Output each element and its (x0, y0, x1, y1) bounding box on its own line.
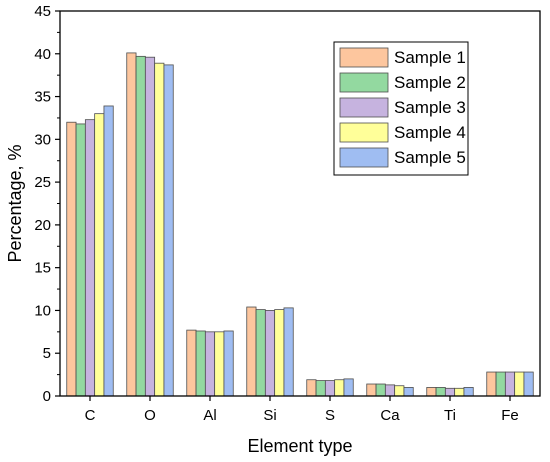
x-tick-label: C (85, 407, 96, 424)
bar-ca-1 (366, 383, 377, 397)
y-tick-label: 10 (34, 302, 51, 319)
y-tick-label: 35 (34, 89, 51, 106)
bars-group (66, 52, 534, 397)
bar-si-4 (274, 309, 285, 397)
bar-si-3 (264, 310, 276, 397)
legend-swatch-1 (339, 47, 389, 68)
bar-o-5 (163, 64, 174, 397)
x-tick-label: S (325, 407, 335, 424)
y-tick-label: 15 (34, 260, 51, 277)
bar-c-5 (103, 105, 114, 397)
bar-si-1 (246, 306, 257, 397)
bar-ti-4 (454, 387, 465, 397)
y-tick-label: 40 (34, 46, 51, 63)
x-tick-label: Si (263, 407, 276, 424)
bar-al-3 (204, 331, 216, 397)
legend-swatch-5 (339, 147, 389, 168)
x-tick-label: O (144, 407, 156, 424)
bar-ca-5 (403, 387, 414, 397)
legend-label-2: Sample 2 (394, 73, 466, 92)
bar-ca-2 (375, 383, 386, 397)
y-tick-label: 45 (34, 3, 51, 20)
bar-s-3 (324, 380, 336, 397)
bar-c-1 (66, 121, 77, 397)
bar-o-4 (154, 62, 165, 397)
y-axis-title: Percentage, % (5, 144, 25, 262)
bar-ti-1 (426, 387, 437, 397)
x-tick-label: Ca (380, 407, 400, 424)
bar-s-4 (334, 379, 345, 397)
y-tick-label: 25 (34, 174, 51, 191)
y-tick-label: 30 (34, 131, 51, 148)
x-tick-label: Ti (444, 407, 456, 424)
legend-label-4: Sample 4 (394, 123, 466, 142)
legend: Sample 1 Sample 2 Sample 3 Sample 4 Sample 5 (333, 41, 469, 176)
bar-c-2 (75, 123, 86, 397)
bar-fe-2 (495, 371, 506, 397)
legend-swatch-2 (339, 72, 389, 93)
bar-o-1 (126, 52, 137, 397)
legend-swatch-4 (339, 122, 389, 143)
y-tick-label: 5 (43, 345, 51, 362)
bar-fe-3 (504, 371, 516, 397)
bar-fe-5 (523, 371, 534, 397)
bar-o-2 (135, 55, 146, 397)
bar-al-4 (214, 331, 225, 397)
legend-label-5: Sample 5 (394, 148, 466, 167)
bar-ti-2 (435, 387, 446, 397)
x-axis-title: Element type (247, 436, 352, 456)
bar-al-5 (223, 330, 234, 397)
x-tick-label: Fe (501, 407, 519, 424)
bar-s-5 (343, 378, 354, 397)
y-tick-label: 0 (43, 388, 51, 405)
bar-s-2 (315, 380, 326, 397)
bar-ti-3 (444, 387, 456, 397)
axes-group: 0 5 10 15 20 25 30 35 40 45 C O Al Si S Ca Ti Fe (34, 3, 541, 424)
legend-label-1: Sample 1 (394, 48, 466, 67)
bar-o-3 (144, 56, 156, 397)
bar-c-4 (94, 113, 105, 397)
bar-ca-4 (394, 385, 405, 397)
bar-ca-3 (384, 384, 396, 397)
bar-ti-5 (463, 387, 474, 397)
bar-s-1 (306, 379, 317, 397)
legend-swatch-3 (339, 97, 389, 118)
bar-si-5 (283, 307, 294, 397)
bar-fe-1 (486, 371, 497, 397)
bar-al-1 (186, 329, 197, 397)
bar-fe-4 (514, 371, 525, 397)
legend-label-3: Sample 3 (394, 98, 466, 117)
bar-al-2 (195, 330, 206, 397)
bar-si-2 (255, 309, 266, 397)
bar-c-3 (84, 119, 96, 397)
x-tick-label: Al (203, 407, 216, 424)
y-tick-label: 20 (34, 217, 51, 234)
